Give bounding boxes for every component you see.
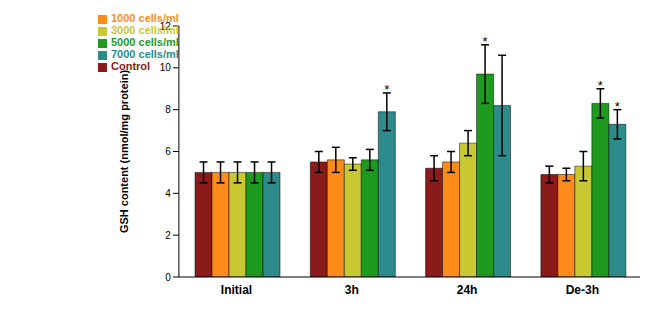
svg-text:De-3h: De-3h: [566, 283, 599, 297]
svg-text:*: *: [384, 82, 389, 97]
svg-text:4: 4: [165, 188, 171, 199]
svg-text:Initial: Initial: [221, 283, 252, 297]
svg-text:*: *: [615, 99, 620, 114]
svg-text:2: 2: [165, 230, 171, 241]
svg-text:0: 0: [165, 272, 171, 283]
svg-text:*: *: [483, 34, 488, 49]
svg-text:8: 8: [165, 104, 171, 115]
svg-text:6: 6: [165, 146, 171, 157]
svg-text:*: *: [598, 78, 603, 93]
svg-text:12: 12: [160, 21, 172, 32]
svg-text:3h: 3h: [345, 283, 359, 297]
svg-text:GSH content (nmol/mg protein): GSH content (nmol/mg protein): [118, 70, 130, 233]
svg-text:24h: 24h: [457, 283, 478, 297]
svg-text:10: 10: [160, 62, 172, 73]
